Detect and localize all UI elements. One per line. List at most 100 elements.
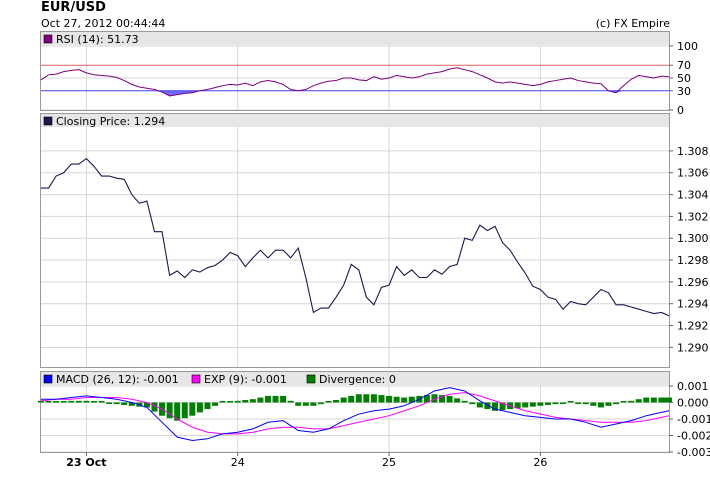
divergence-bar [53, 401, 60, 403]
divergence-bar [280, 395, 287, 403]
exp-legend: EXP (9): -0.001 [204, 373, 287, 386]
divergence-bar [317, 402, 324, 405]
macd-panel-frame [40, 371, 670, 453]
price-ytick-label: 1.306 [677, 167, 709, 180]
price-ytick-label: 1.308 [677, 145, 709, 158]
divergence-bar [454, 398, 461, 403]
divergence-bar [431, 394, 438, 403]
divergence-bar [370, 394, 377, 403]
divergence-bar [128, 402, 135, 406]
macd-ytick-label: 0.000 [677, 397, 709, 410]
divergence-bar [544, 402, 551, 405]
divergence-bar [166, 402, 173, 419]
divergence-bar [499, 402, 506, 410]
rsi-ytick-label: 50 [677, 72, 691, 85]
divergence-bar [363, 394, 370, 403]
divergence-bar [484, 402, 491, 410]
macd-ytick-label: -0.002 [677, 430, 710, 443]
divergence-bar [597, 402, 604, 408]
xtick-label: 23 Oct [66, 456, 106, 469]
price-ytick-label: 1.298 [677, 254, 709, 267]
divergence-bar [310, 402, 317, 406]
divergence-bar [461, 400, 468, 403]
divergence-bar [582, 402, 589, 405]
price-panel-frame [40, 113, 670, 368]
divergence-bar [60, 401, 67, 403]
divergence-legend: Divergence: 0 [319, 373, 396, 386]
divergence-bar [121, 402, 128, 405]
xtick-label: 24 [231, 456, 245, 469]
divergence-bar [439, 395, 446, 403]
divergence-bar [287, 400, 294, 403]
macd-legend: MACD (26, 12): -0.001 [56, 373, 179, 386]
divergence-bar [635, 399, 642, 403]
price-ytick-label: 1.302 [677, 210, 709, 223]
divergence-bar [83, 400, 90, 403]
divergence-bar [567, 401, 574, 403]
timestamp: Oct 27, 2012 00:44:44 [41, 17, 166, 30]
divergence-bar [234, 400, 241, 403]
divergence-bar [514, 402, 521, 409]
divergence-bar [75, 400, 82, 403]
divergence-bar [408, 396, 415, 403]
divergence-bar [98, 401, 105, 403]
divergence-bar [537, 402, 544, 406]
divergence-bar [628, 400, 635, 403]
price-ytick-label: 1.300 [677, 232, 709, 245]
divergence-bar [249, 399, 256, 403]
price-ytick-label: 1.290 [677, 341, 709, 354]
macd-ytick-label: 0.001 [677, 380, 709, 393]
rsi-line [40, 67, 670, 97]
divergence-bar [605, 402, 612, 406]
rsi-ytick-label: 0 [677, 104, 684, 117]
divergence-bar [662, 397, 669, 403]
rsi-legend-swatch [43, 34, 53, 44]
divergence-bar [264, 395, 271, 403]
divergence-bar [423, 395, 430, 403]
divergence-bar [212, 402, 219, 406]
divergence-bar [643, 397, 650, 403]
divergence-bar [174, 402, 181, 421]
divergence-bar [151, 402, 158, 412]
divergence-bar [393, 396, 400, 403]
divergence-bar [446, 395, 453, 403]
price-legend-swatch [43, 116, 53, 126]
rsi-ytick-label: 70 [677, 59, 691, 72]
divergence-bar [348, 395, 355, 403]
divergence-bar [522, 402, 529, 408]
divergence-bar [189, 402, 196, 416]
divergence-bar [204, 402, 211, 410]
macd-line [41, 387, 670, 441]
divergence-legend-swatch [306, 374, 316, 384]
price-legend-bar [41, 114, 669, 127]
divergence-bar [575, 402, 582, 404]
divergence-bar [613, 402, 620, 405]
divergence-bar [333, 400, 340, 403]
divergence-bar [219, 401, 226, 403]
chart-title: EUR/USD [41, 0, 106, 15]
rsi-legend-bar [41, 32, 669, 45]
divergence-bar [666, 397, 672, 403]
divergence-bar [45, 401, 52, 403]
divergence-bar [476, 402, 483, 408]
divergence-bar [378, 395, 385, 403]
divergence-bar [302, 402, 309, 406]
divergence-bar [227, 401, 234, 403]
macd-ytick-label: -0.003 [677, 446, 710, 459]
divergence-bar [620, 401, 627, 403]
divergence-bar [560, 402, 567, 404]
divergence-bar [90, 401, 97, 403]
divergence-bar [257, 397, 264, 403]
divergence-bar [658, 397, 665, 403]
divergence-bar [529, 402, 536, 407]
divergence-bar [325, 401, 332, 403]
price-ytick-label: 1.292 [677, 320, 709, 333]
divergence-bar [386, 395, 393, 403]
divergence-bar [272, 395, 279, 403]
divergence-bar [143, 402, 150, 408]
divergence-bar [181, 402, 188, 419]
price-ytick-label: 1.296 [677, 276, 709, 289]
divergence-bar [340, 397, 347, 403]
divergence-bar [295, 402, 302, 406]
